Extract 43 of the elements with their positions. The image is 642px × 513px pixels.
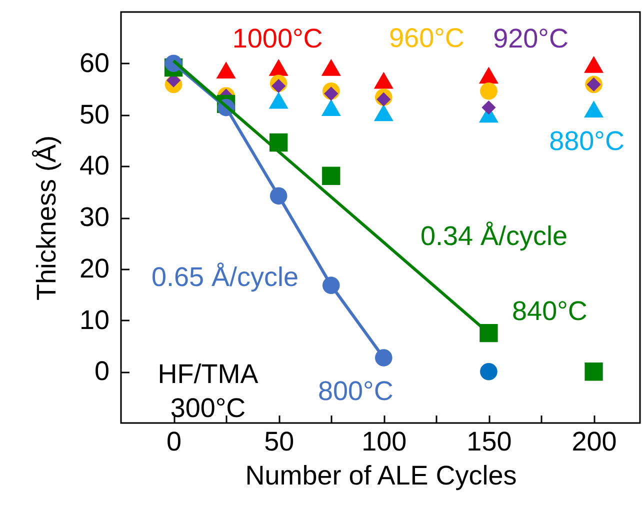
point: [268, 92, 288, 109]
point: [322, 166, 340, 185]
point: [374, 104, 394, 122]
point: [478, 66, 498, 84]
point: [374, 349, 392, 366]
series-label: 1000°C: [232, 23, 323, 54]
y-axis-title: Thickness (Å): [31, 135, 62, 301]
point: [584, 56, 604, 73]
y-tick-label: 0: [94, 356, 110, 386]
point: [480, 82, 498, 100]
x-axis-title: Number of ALE Cycles: [245, 460, 517, 490]
x-tick-label: 0: [166, 426, 182, 456]
y-tick-label: 30: [79, 202, 110, 232]
x-tick-label: 100: [362, 426, 407, 456]
x-tick-label: 200: [572, 426, 617, 456]
series-label: 880°C: [549, 126, 624, 156]
x-tick-label: 50: [264, 426, 294, 456]
x-tick-label: 150: [466, 426, 512, 456]
point: [374, 72, 394, 89]
series-label: 840°C: [512, 296, 588, 326]
annotation: 0.34 Å/cycle: [420, 221, 568, 251]
point: [584, 100, 604, 118]
point: [480, 362, 498, 380]
point: [272, 78, 286, 94]
y-tick-label: 50: [79, 99, 110, 130]
point: [216, 62, 236, 78]
annotation: 0.65 Å/cycle: [151, 262, 299, 292]
annotation: HF/TMA 300°C: [158, 359, 258, 423]
point: [322, 276, 340, 294]
point: [321, 59, 341, 76]
point: [584, 362, 603, 381]
y-tick-label: 60: [79, 48, 110, 78]
point: [482, 100, 496, 115]
y-tick-label: 10: [79, 304, 110, 335]
point: [270, 187, 288, 205]
point: [480, 324, 498, 342]
series-label: 960°C: [389, 23, 464, 54]
series-label: 800°C: [318, 376, 394, 406]
point: [321, 99, 341, 116]
point: [268, 59, 288, 76]
y-tick-label: 40: [79, 150, 110, 181]
series-label: 920°C: [493, 23, 568, 54]
y-tick-label: 20: [79, 253, 110, 284]
